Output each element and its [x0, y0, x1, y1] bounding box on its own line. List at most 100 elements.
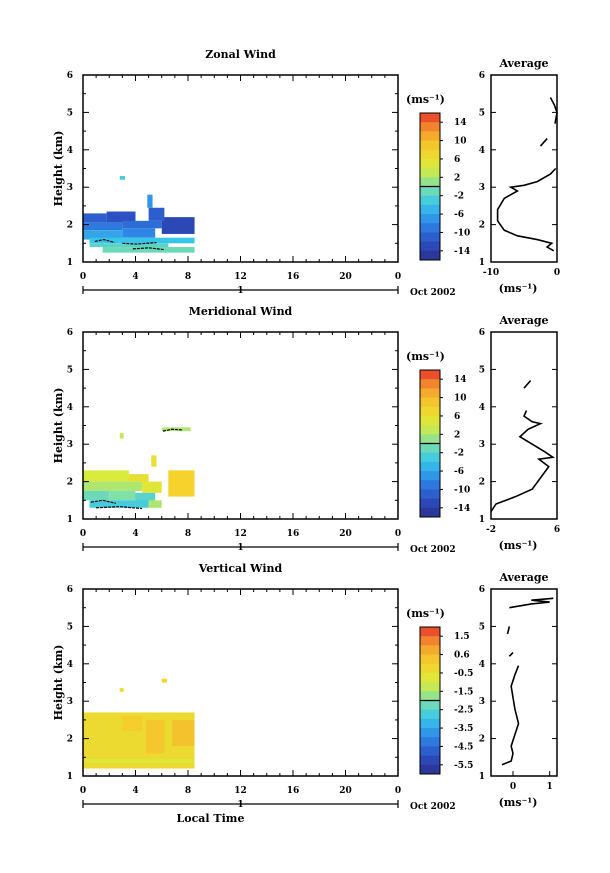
x-tick-label: 20: [339, 272, 352, 282]
heat-cell: [148, 207, 165, 221]
colorbar-tick-label: 6: [454, 155, 460, 165]
colorbar-unit: (ms⁻¹): [406, 93, 445, 106]
heat-cell: [146, 719, 165, 754]
colorbar-segment: [420, 489, 440, 500]
x-tick-label: 4: [132, 272, 138, 282]
contour-line: [94, 238, 115, 244]
colorbar-segment: [420, 122, 440, 132]
heat-cell: [147, 194, 153, 208]
average-y-tick-label: 5: [479, 365, 485, 375]
average-y-tick-label: 5: [479, 622, 485, 632]
average-y-tick-label: 6: [479, 585, 485, 595]
day-label: 1: [237, 543, 243, 553]
y-tick-label: 5: [67, 365, 73, 375]
colorbar-tick-label: 14: [454, 118, 467, 128]
average-y-tick-label: 2: [479, 221, 485, 231]
date-label: Oct 2002: [410, 288, 456, 298]
colorbar-tick-label: -2: [454, 449, 464, 459]
colorbar-segment: [420, 480, 440, 490]
x-tick-label: 4: [132, 786, 138, 796]
colorbar-segment: [420, 232, 440, 243]
panel-title: Vertical Wind: [198, 562, 283, 575]
colorbar-tick-label: -4.5: [454, 742, 473, 752]
colorbar-segment: [420, 370, 440, 380]
colorbar-tick-label: 2: [454, 173, 460, 183]
colorbar-segment: [420, 663, 440, 674]
heat-cell: [161, 217, 195, 234]
average-title: Average: [498, 57, 548, 70]
colorbar-tick-label: 0.6: [454, 651, 470, 661]
date-label: Oct 2002: [410, 802, 456, 812]
colorbar-tick-label: -10: [454, 485, 470, 495]
colorbar-segment: [420, 700, 440, 711]
heat-cell: [89, 500, 149, 508]
heat-cell: [89, 237, 195, 244]
y-tick-label: 3: [67, 183, 73, 193]
colorbar-segment: [420, 728, 440, 738]
average-profile-line: [496, 167, 557, 252]
average-y-tick-label: 4: [479, 146, 485, 156]
average-y-tick-label: 4: [479, 660, 485, 670]
heat-cell: [119, 432, 124, 439]
heat-cell: [151, 455, 157, 467]
colorbar-tick-label: -5.5: [454, 761, 473, 771]
average-frame: [490, 331, 558, 520]
colorbar-tick-label: -14: [454, 504, 470, 514]
colorbar-segment: [420, 682, 440, 692]
average-x-tick-label: 6: [554, 525, 560, 535]
average-profile-line: [523, 380, 532, 389]
colorbar-tick-label: -14: [454, 247, 470, 257]
colorbar-unit: (ms⁻¹): [406, 607, 445, 620]
average-profile-line: [508, 652, 514, 657]
colorbar-segment: [420, 241, 440, 252]
colorbar-segment: [420, 177, 440, 187]
colorbar-segment: [420, 645, 440, 656]
colorbar-segment: [420, 158, 440, 169]
heat-cell: [83, 759, 195, 763]
x-tick-label: 0: [80, 529, 86, 539]
contour-line: [90, 499, 116, 504]
x-tick-label: 0: [395, 786, 401, 796]
x-tick-label: 12: [234, 272, 247, 282]
colorbar-segment: [420, 388, 440, 399]
average-y-tick-label: 2: [479, 478, 485, 488]
colorbar-segment: [420, 204, 440, 215]
colorbar-segment: [420, 131, 440, 142]
x-tick-label: 8: [185, 529, 191, 539]
heat-cell: [135, 492, 156, 503]
heat-cell: [142, 481, 162, 493]
colorbar-segment: [420, 415, 440, 426]
colorbar-segment: [420, 168, 440, 178]
heat-cell: [119, 175, 125, 180]
colorbar-segment: [420, 452, 440, 463]
colorbar-tick-label: -10: [454, 228, 470, 238]
x-tick-label: 20: [339, 786, 352, 796]
colorbar-segment: [420, 691, 440, 701]
colorbar-segment: [420, 755, 440, 766]
average-x-label: (ms⁻¹): [499, 796, 538, 809]
colorbar-segment: [420, 140, 440, 151]
heat-cell: [172, 719, 195, 747]
heat-cell: [119, 688, 124, 692]
colorbar-segment: [420, 718, 440, 729]
y-tick-label: 5: [67, 622, 73, 632]
colorbar-segment: [420, 507, 440, 518]
heat-cell: [83, 213, 107, 223]
colorbar-tick-label: -1.5: [454, 687, 473, 697]
heat-cell: [83, 481, 143, 491]
heat-cell: [128, 474, 149, 482]
heat-cell: [148, 500, 162, 508]
x-tick-label: 0: [80, 272, 86, 282]
y-tick-label: 2: [67, 735, 73, 745]
y-tick-label: 1: [67, 515, 73, 525]
colorbar-segment: [420, 379, 440, 389]
average-y-tick-label: 3: [479, 183, 485, 193]
average-x-tick-label: 0: [510, 782, 516, 792]
colorbar-segment: [420, 443, 440, 454]
average-profile-line: [501, 665, 520, 766]
x-tick-label: 20: [339, 529, 352, 539]
average-x-tick-label: 1: [547, 782, 553, 792]
colorbar-segment: [420, 250, 440, 261]
average-profile-line: [506, 626, 511, 635]
heat-cell: [83, 490, 110, 501]
